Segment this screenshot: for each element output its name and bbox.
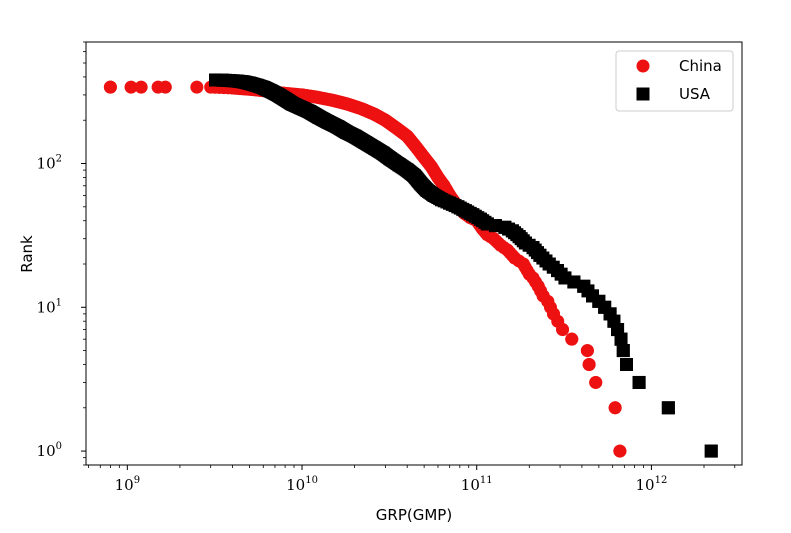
china-point — [556, 323, 570, 337]
y-tick-label: 101 — [37, 297, 62, 316]
x-tick-label: 1012 — [636, 475, 668, 494]
china-point — [546, 307, 560, 321]
china-point — [613, 444, 627, 458]
china-point — [134, 80, 148, 94]
china-point — [516, 257, 530, 271]
china-point — [409, 140, 423, 154]
china-point — [340, 97, 354, 111]
legend-usa-label: USA — [679, 85, 711, 103]
china-point — [390, 122, 404, 136]
y-axis-ticks: 100 101 102 — [37, 41, 86, 466]
usa-point — [348, 129, 362, 143]
china-point — [541, 294, 555, 308]
china-point — [190, 80, 204, 94]
china-point — [158, 80, 172, 94]
y-tick-label: 100 — [37, 441, 62, 460]
china-point — [124, 80, 138, 94]
y-axis-label: Rank — [18, 235, 36, 273]
china-point — [400, 129, 414, 143]
china-point — [424, 160, 438, 174]
x-tick-label: 109 — [115, 475, 140, 494]
china-point — [531, 279, 545, 293]
x-axis-ticks: 109 1010 1011 1012 — [88, 465, 736, 494]
plot-frame — [85, 41, 743, 466]
usa-point — [619, 358, 633, 372]
legend-china-marker — [636, 59, 650, 73]
china-point — [103, 80, 117, 94]
series-usa — [209, 73, 718, 458]
china-point — [589, 375, 603, 389]
plot-background — [86, 42, 742, 465]
china-point — [309, 90, 323, 104]
china-point — [565, 332, 579, 346]
x-tick-label: 1011 — [461, 475, 493, 494]
data-series — [103, 73, 718, 458]
china-point — [326, 93, 340, 107]
usa-point — [704, 444, 718, 458]
legend-usa-marker — [636, 87, 650, 101]
china-point — [437, 179, 451, 193]
china-point — [608, 401, 622, 415]
usa-point — [661, 401, 675, 415]
legend-china-label: China — [679, 57, 722, 75]
usa-point — [567, 275, 581, 289]
china-point — [580, 344, 594, 358]
y-tick-label: 102 — [37, 154, 62, 173]
usa-point — [632, 375, 646, 389]
x-tick-label: 1010 — [286, 475, 318, 494]
china-point — [582, 358, 596, 372]
usa-point — [321, 115, 335, 129]
china-point — [355, 102, 369, 116]
legend: China USA — [615, 50, 734, 112]
china-point — [378, 113, 392, 127]
x-axis-label: GRP(GMP) — [376, 506, 452, 524]
usa-point — [614, 332, 628, 346]
china-point — [417, 151, 431, 165]
usa-point — [616, 344, 630, 358]
china-point — [368, 107, 382, 121]
